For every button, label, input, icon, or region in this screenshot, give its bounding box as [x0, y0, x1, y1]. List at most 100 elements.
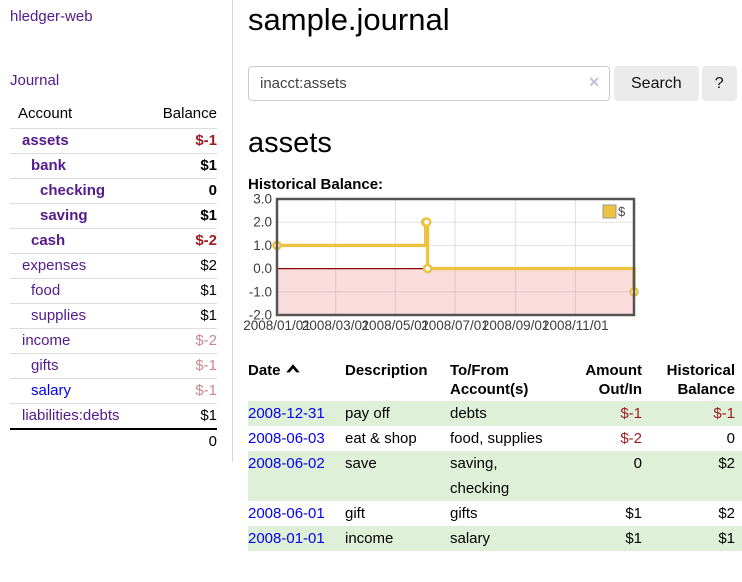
- register-cell-accounts: salary: [450, 526, 560, 551]
- account-balance: $1: [113, 203, 217, 229]
- accounts-total-value: 0: [113, 428, 217, 454]
- app-title-link[interactable]: hledger-web: [10, 8, 93, 25]
- account-balance: $-1: [113, 128, 217, 154]
- register-cell-date: 2008-06-02: [248, 451, 345, 501]
- account-link[interactable]: checking: [40, 182, 106, 199]
- svg-text:2008/03/01: 2008/03/01: [302, 318, 370, 333]
- transaction-date-link[interactable]: 2008-12-31: [248, 405, 325, 422]
- svg-text:2008/05/01: 2008/05/01: [362, 318, 430, 333]
- historical-balance-chart: $3.0 2.0 1.0 0.0 -1.0 -2.0 2008/01/01 2008/03/0…: [243, 192, 742, 350]
- account-row: food $1: [10, 278, 217, 304]
- account-link[interactable]: gifts: [31, 357, 59, 374]
- account-balance: $-2: [113, 328, 217, 354]
- clear-search-icon[interactable]: ✕: [588, 74, 600, 90]
- help-button[interactable]: ?: [701, 66, 737, 101]
- register-table: Date Description To/From Account(s) Amou…: [248, 359, 742, 551]
- register-row: 2008-06-03 eat & shop food, supplies $-2 0: [248, 426, 742, 451]
- account-link[interactable]: supplies: [31, 307, 87, 324]
- account-row: supplies $1: [10, 303, 217, 329]
- svg-text:-1.0: -1.0: [249, 284, 272, 299]
- account-row: saving $1: [10, 203, 217, 229]
- account-row: expenses $2: [10, 253, 217, 279]
- account-balance: $-1: [113, 378, 217, 404]
- register-header-date[interactable]: Date: [248, 359, 345, 401]
- transaction-date-link[interactable]: 2008-06-01: [248, 505, 325, 522]
- register-cell-accounts: gifts: [450, 505, 478, 522]
- account-link[interactable]: liabilities:debts: [22, 407, 120, 424]
- register-cell-date: 2008-06-03: [248, 426, 345, 451]
- account-balance: $1: [113, 153, 217, 179]
- register-table-body: 2008-12-31 pay off debts $-1 $-1 2008-06-03 ea…: [248, 401, 742, 551]
- register-cell-balance: $2: [718, 505, 735, 522]
- account-row: assets $-1: [10, 128, 217, 154]
- svg-text:2008/01/01: 2008/01/01: [243, 318, 311, 333]
- search-bar: ✕ Search ?: [248, 66, 742, 101]
- account-link[interactable]: income: [22, 332, 71, 349]
- svg-text:3.0: 3.0: [253, 192, 272, 207]
- account-link[interactable]: food: [31, 282, 61, 299]
- register-cell-amount: $-1: [560, 401, 642, 426]
- register-row: 2008-01-01 income salary $1 $1: [248, 526, 742, 551]
- register-cell-amount: 0: [560, 451, 642, 501]
- accounts-total-row: 0: [10, 428, 217, 454]
- accounts-header-account: Account: [18, 105, 73, 122]
- register-header-accounts: To/From Account(s): [450, 362, 529, 398]
- account-link[interactable]: salary: [31, 382, 72, 399]
- account-row: liabilities:debts $1: [10, 403, 217, 429]
- register-cell-date: 2008-06-01: [248, 501, 345, 526]
- account-balance: $-1: [113, 353, 217, 379]
- account-row: checking 0: [10, 178, 217, 204]
- account-heading: assets: [248, 127, 332, 159]
- chart-canvas: $3.0 2.0 1.0 0.0 -1.0 -2.02008/01/012008/03/0…: [243, 192, 639, 333]
- register-cell-balance: $1: [642, 526, 742, 551]
- transaction-date-link[interactable]: 2008-06-03: [248, 430, 325, 447]
- account-link[interactable]: assets: [22, 132, 69, 149]
- register-cell-balance: $-1: [642, 401, 742, 426]
- register-header-row: Date Description To/From Account(s) Amou…: [248, 359, 742, 401]
- sidebar-item-journal[interactable]: Journal: [10, 72, 60, 89]
- svg-text:2008/07/01: 2008/07/01: [421, 318, 489, 333]
- register-header-description: Description: [345, 362, 428, 379]
- account-row: income $-2: [10, 328, 217, 354]
- account-row: salary $-1: [10, 378, 217, 404]
- register-cell-description: income: [345, 526, 450, 551]
- register-cell-balance: $2: [642, 451, 742, 501]
- main-content: sample.journal ✕ Search ? assets Histori…: [233, 0, 742, 551]
- register-cell-amount: $1: [560, 526, 642, 551]
- account-link[interactable]: saving: [40, 207, 88, 224]
- register-cell-description: save: [345, 451, 450, 501]
- register-cell-accounts: saving, checking: [450, 451, 560, 501]
- register-cell-accounts: debts: [450, 401, 560, 426]
- sort-ascending-icon: [285, 364, 300, 373]
- svg-text:1.0: 1.0: [253, 238, 272, 253]
- transaction-date-link[interactable]: 2008-01-01: [248, 530, 325, 547]
- transaction-date-link[interactable]: 2008-06-02: [248, 455, 325, 472]
- register-cell-amount: $-2: [620, 430, 642, 447]
- search-input[interactable]: [248, 66, 610, 101]
- account-balance: $-2: [113, 228, 217, 254]
- register-row: 2008-06-02 save saving, checking 0 $2: [248, 451, 742, 501]
- account-link[interactable]: bank: [31, 157, 67, 174]
- register-row: 2008-12-31 pay off debts $-1 $-1: [248, 401, 742, 426]
- search-button[interactable]: Search: [614, 66, 699, 101]
- account-link[interactable]: expenses: [22, 257, 87, 274]
- svg-text:$: $: [618, 204, 626, 219]
- account-link[interactable]: cash: [31, 232, 66, 249]
- svg-text:2.0: 2.0: [253, 215, 272, 230]
- accounts-table-body: assets $-1 bank $1 checking 0 saving $1 cash $-2 e…: [10, 128, 217, 429]
- svg-text:2008/11/01: 2008/11/01: [542, 318, 609, 333]
- register-header-balance: Historical Balance: [666, 362, 735, 398]
- register-row: 2008-06-01 gift gifts $1 $2: [248, 501, 742, 526]
- register-cell-description: gift: [345, 505, 366, 522]
- accounts-header-balance: Balance: [162, 105, 217, 122]
- svg-text:2008/09/01: 2008/09/01: [482, 318, 550, 333]
- app-window: hledger-web Journal Account Balance asse…: [10, 0, 742, 551]
- register-cell-description: pay off: [345, 401, 450, 426]
- account-row: cash $-2: [10, 228, 217, 254]
- accounts-table-header-row: Account Balance: [10, 102, 217, 129]
- page-title: sample.journal: [248, 2, 450, 37]
- register-cell-accounts: food, supplies: [450, 430, 543, 447]
- account-balance: $2: [113, 253, 217, 279]
- account-balance: $1: [113, 278, 217, 304]
- account-balance: $1: [113, 303, 217, 329]
